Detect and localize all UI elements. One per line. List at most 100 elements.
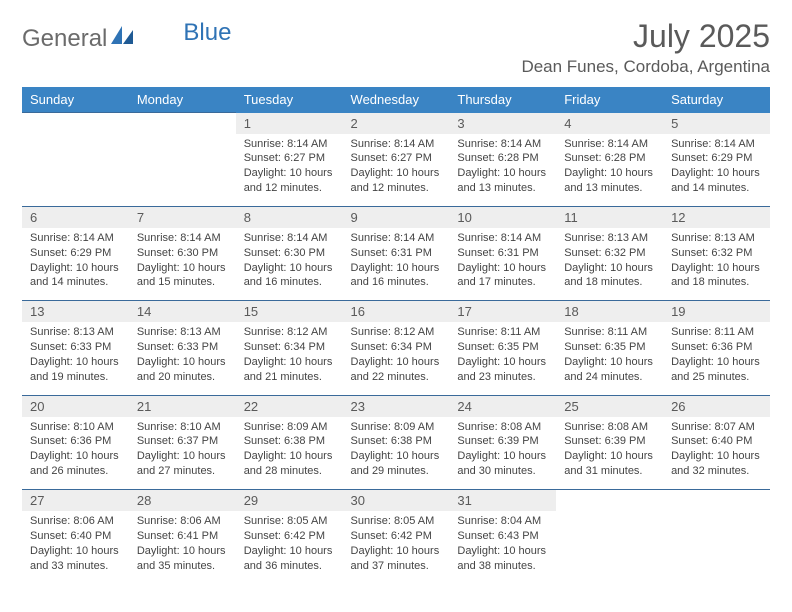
day-number-cell: 17 bbox=[449, 301, 556, 323]
day-number-row: 20212223242526 bbox=[22, 395, 770, 417]
calendar-body: 12345Sunrise: 8:14 AMSunset: 6:27 PMDayl… bbox=[22, 113, 770, 584]
daylight-line: Daylight: 10 hours and 29 minutes. bbox=[351, 449, 442, 479]
sunset-line: Sunset: 6:27 PM bbox=[244, 151, 335, 166]
sunset-line: Sunset: 6:33 PM bbox=[137, 340, 228, 355]
sunset-line: Sunset: 6:28 PM bbox=[457, 151, 548, 166]
daylight-line: Daylight: 10 hours and 32 minutes. bbox=[671, 449, 762, 479]
daylight-line: Daylight: 10 hours and 13 minutes. bbox=[457, 166, 548, 196]
daylight-line: Daylight: 10 hours and 37 minutes. bbox=[351, 544, 442, 574]
sunset-line: Sunset: 6:32 PM bbox=[671, 246, 762, 261]
sunrise-line: Sunrise: 8:14 AM bbox=[244, 137, 335, 152]
sunset-line: Sunset: 6:40 PM bbox=[671, 434, 762, 449]
day-number-row: 12345 bbox=[22, 113, 770, 134]
location: Dean Funes, Cordoba, Argentina bbox=[521, 57, 770, 77]
day-content-cell bbox=[129, 134, 236, 207]
sunset-line: Sunset: 6:40 PM bbox=[30, 529, 121, 544]
day-number-cell: 23 bbox=[343, 395, 450, 417]
daylight-line: Daylight: 10 hours and 18 minutes. bbox=[564, 261, 655, 291]
day-content-cell: Sunrise: 8:11 AMSunset: 6:35 PMDaylight:… bbox=[556, 322, 663, 395]
sunrise-line: Sunrise: 8:10 AM bbox=[30, 420, 121, 435]
daylight-line: Daylight: 10 hours and 20 minutes. bbox=[137, 355, 228, 385]
day-number-cell: 25 bbox=[556, 395, 663, 417]
day-content-cell: Sunrise: 8:12 AMSunset: 6:34 PMDaylight:… bbox=[236, 322, 343, 395]
day-number-row: 6789101112 bbox=[22, 206, 770, 228]
day-number-cell: 18 bbox=[556, 301, 663, 323]
sunrise-line: Sunrise: 8:14 AM bbox=[30, 231, 121, 246]
day-content-cell: Sunrise: 8:14 AMSunset: 6:28 PMDaylight:… bbox=[556, 134, 663, 207]
day-content-cell: Sunrise: 8:06 AMSunset: 6:40 PMDaylight:… bbox=[22, 511, 129, 583]
day-content-cell: Sunrise: 8:07 AMSunset: 6:40 PMDaylight:… bbox=[663, 417, 770, 490]
sunrise-line: Sunrise: 8:07 AM bbox=[671, 420, 762, 435]
day-content-cell bbox=[22, 134, 129, 207]
daylight-line: Daylight: 10 hours and 12 minutes. bbox=[244, 166, 335, 196]
daylight-line: Daylight: 10 hours and 35 minutes. bbox=[137, 544, 228, 574]
day-number-cell bbox=[556, 490, 663, 512]
day-number-cell: 15 bbox=[236, 301, 343, 323]
day-header: Tuesday bbox=[236, 87, 343, 113]
sunrise-line: Sunrise: 8:06 AM bbox=[137, 514, 228, 529]
day-header: Saturday bbox=[663, 87, 770, 113]
sunset-line: Sunset: 6:41 PM bbox=[137, 529, 228, 544]
sunset-line: Sunset: 6:39 PM bbox=[564, 434, 655, 449]
daylight-line: Daylight: 10 hours and 17 minutes. bbox=[457, 261, 548, 291]
day-content-cell: Sunrise: 8:10 AMSunset: 6:37 PMDaylight:… bbox=[129, 417, 236, 490]
day-number-cell: 14 bbox=[129, 301, 236, 323]
daylight-line: Daylight: 10 hours and 33 minutes. bbox=[30, 544, 121, 574]
day-content-cell: Sunrise: 8:08 AMSunset: 6:39 PMDaylight:… bbox=[556, 417, 663, 490]
day-content-cell: Sunrise: 8:08 AMSunset: 6:39 PMDaylight:… bbox=[449, 417, 556, 490]
day-number-row: 13141516171819 bbox=[22, 301, 770, 323]
day-content-row: Sunrise: 8:06 AMSunset: 6:40 PMDaylight:… bbox=[22, 511, 770, 583]
day-content-cell: Sunrise: 8:14 AMSunset: 6:27 PMDaylight:… bbox=[236, 134, 343, 207]
daylight-line: Daylight: 10 hours and 12 minutes. bbox=[351, 166, 442, 196]
daylight-line: Daylight: 10 hours and 13 minutes. bbox=[564, 166, 655, 196]
daylight-line: Daylight: 10 hours and 15 minutes. bbox=[137, 261, 228, 291]
sunrise-line: Sunrise: 8:06 AM bbox=[30, 514, 121, 529]
day-content-row: Sunrise: 8:14 AMSunset: 6:27 PMDaylight:… bbox=[22, 134, 770, 207]
day-number-cell: 6 bbox=[22, 206, 129, 228]
day-content-cell: Sunrise: 8:13 AMSunset: 6:33 PMDaylight:… bbox=[22, 322, 129, 395]
daylight-line: Daylight: 10 hours and 18 minutes. bbox=[671, 261, 762, 291]
sunrise-line: Sunrise: 8:14 AM bbox=[671, 137, 762, 152]
day-content-cell: Sunrise: 8:11 AMSunset: 6:36 PMDaylight:… bbox=[663, 322, 770, 395]
day-content-cell bbox=[663, 511, 770, 583]
sunrise-line: Sunrise: 8:09 AM bbox=[351, 420, 442, 435]
day-header: Thursday bbox=[449, 87, 556, 113]
daylight-line: Daylight: 10 hours and 19 minutes. bbox=[30, 355, 121, 385]
sunrise-line: Sunrise: 8:09 AM bbox=[244, 420, 335, 435]
day-number-cell: 19 bbox=[663, 301, 770, 323]
day-header: Sunday bbox=[22, 87, 129, 113]
day-number-cell: 21 bbox=[129, 395, 236, 417]
day-number-cell: 3 bbox=[449, 113, 556, 134]
day-number-cell: 20 bbox=[22, 395, 129, 417]
sunset-line: Sunset: 6:31 PM bbox=[351, 246, 442, 261]
day-number-cell: 10 bbox=[449, 206, 556, 228]
day-number-cell: 22 bbox=[236, 395, 343, 417]
day-number-cell: 28 bbox=[129, 490, 236, 512]
sunrise-line: Sunrise: 8:04 AM bbox=[457, 514, 548, 529]
day-number-cell bbox=[129, 113, 236, 134]
sunrise-line: Sunrise: 8:14 AM bbox=[244, 231, 335, 246]
day-number-cell: 1 bbox=[236, 113, 343, 134]
day-content-cell: Sunrise: 8:14 AMSunset: 6:30 PMDaylight:… bbox=[236, 228, 343, 301]
day-number-cell: 13 bbox=[22, 301, 129, 323]
sunset-line: Sunset: 6:38 PM bbox=[351, 434, 442, 449]
day-number-cell: 12 bbox=[663, 206, 770, 228]
header: General Blue July 2025 Dean Funes, Cordo… bbox=[22, 18, 770, 77]
day-number-cell bbox=[22, 113, 129, 134]
sunset-line: Sunset: 6:30 PM bbox=[244, 246, 335, 261]
day-content-cell: Sunrise: 8:14 AMSunset: 6:30 PMDaylight:… bbox=[129, 228, 236, 301]
sunrise-line: Sunrise: 8:08 AM bbox=[564, 420, 655, 435]
day-header: Friday bbox=[556, 87, 663, 113]
day-content-cell: Sunrise: 8:12 AMSunset: 6:34 PMDaylight:… bbox=[343, 322, 450, 395]
day-number-cell: 27 bbox=[22, 490, 129, 512]
day-number-cell bbox=[663, 490, 770, 512]
daylight-line: Daylight: 10 hours and 38 minutes. bbox=[457, 544, 548, 574]
day-number-cell: 2 bbox=[343, 113, 450, 134]
day-number-row: 2728293031 bbox=[22, 490, 770, 512]
sunrise-line: Sunrise: 8:13 AM bbox=[137, 325, 228, 340]
sunset-line: Sunset: 6:33 PM bbox=[30, 340, 121, 355]
day-number-cell: 9 bbox=[343, 206, 450, 228]
sunset-line: Sunset: 6:32 PM bbox=[564, 246, 655, 261]
day-number-cell: 11 bbox=[556, 206, 663, 228]
sunrise-line: Sunrise: 8:12 AM bbox=[351, 325, 442, 340]
